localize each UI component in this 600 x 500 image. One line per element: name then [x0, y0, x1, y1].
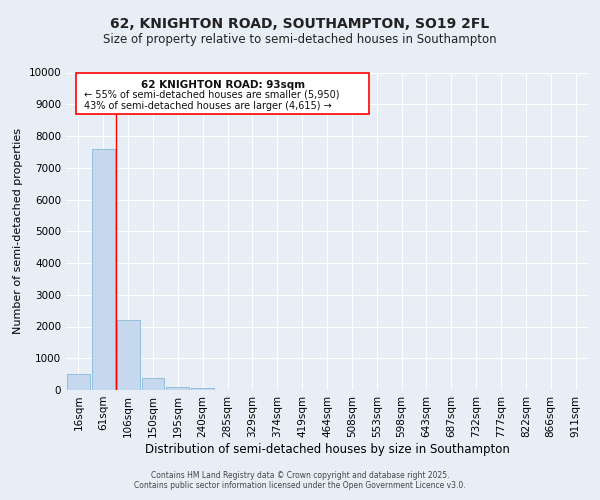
Text: 62, KNIGHTON ROAD, SOUTHAMPTON, SO19 2FL: 62, KNIGHTON ROAD, SOUTHAMPTON, SO19 2FL: [110, 18, 490, 32]
Bar: [166, 387, 189, 390]
Bar: [142, 378, 164, 390]
Text: 62 KNIGHTON ROAD: 93sqm: 62 KNIGHTON ROAD: 93sqm: [140, 80, 305, 90]
X-axis label: Distribution of semi-detached houses by size in Southampton: Distribution of semi-detached houses by …: [145, 442, 509, 456]
Text: Size of property relative to semi-detached houses in Southampton: Size of property relative to semi-detach…: [103, 32, 497, 46]
Bar: [117, 320, 140, 390]
FancyBboxPatch shape: [76, 72, 369, 114]
Text: Contains HM Land Registry data © Crown copyright and database right 2025.
Contai: Contains HM Land Registry data © Crown c…: [134, 470, 466, 490]
Text: 43% of semi-detached houses are larger (4,615) →: 43% of semi-detached houses are larger (…: [84, 101, 332, 111]
Bar: [67, 374, 90, 390]
Bar: [191, 388, 214, 390]
Y-axis label: Number of semi-detached properties: Number of semi-detached properties: [13, 128, 23, 334]
Bar: [92, 148, 115, 390]
Text: ← 55% of semi-detached houses are smaller (5,950): ← 55% of semi-detached houses are smalle…: [84, 90, 340, 100]
